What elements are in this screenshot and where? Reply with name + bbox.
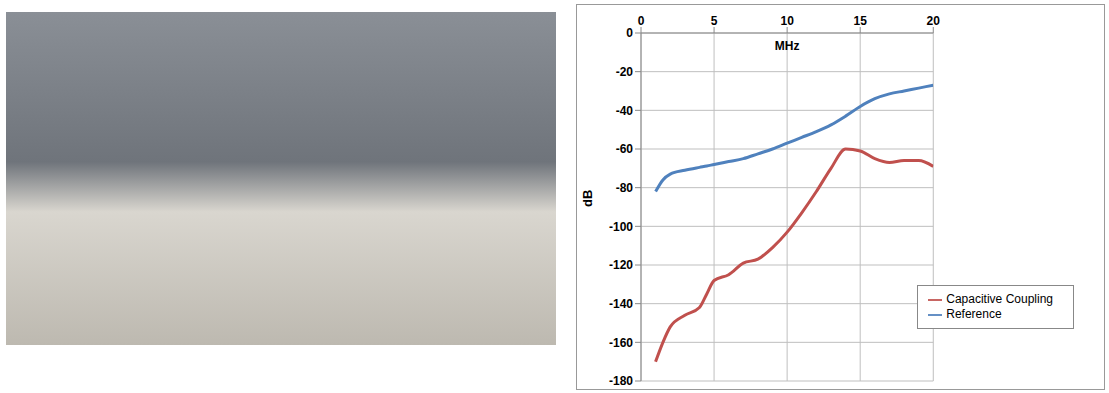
html-text:Capacitive Coupling: Capacitive Coupling bbox=[946, 292, 1053, 307]
svg-text:15: 15 bbox=[854, 14, 868, 28]
html-text:Reference: Reference bbox=[946, 307, 1002, 322]
svg-text:5: 5 bbox=[711, 14, 718, 28]
svg-text:-120: -120 bbox=[609, 258, 633, 272]
svg-text:0: 0 bbox=[626, 26, 633, 40]
svg-text:20: 20 bbox=[927, 14, 941, 28]
svg-text:-80: -80 bbox=[616, 181, 634, 195]
svg-text:-20: -20 bbox=[616, 65, 634, 79]
svg-text:MHz: MHz bbox=[775, 39, 800, 53]
svg-text:-100: -100 bbox=[609, 220, 633, 234]
svg-text:-40: -40 bbox=[616, 104, 634, 118]
svg-text:-180: -180 bbox=[609, 374, 633, 388]
svg-text:10: 10 bbox=[780, 14, 794, 28]
svg-text:-60: -60 bbox=[616, 142, 634, 156]
svg-text:-140: -140 bbox=[609, 297, 633, 311]
svg-text:dB: dB bbox=[580, 190, 595, 207]
svg-text:-160: -160 bbox=[609, 336, 633, 350]
svg-text:0: 0 bbox=[638, 14, 645, 28]
